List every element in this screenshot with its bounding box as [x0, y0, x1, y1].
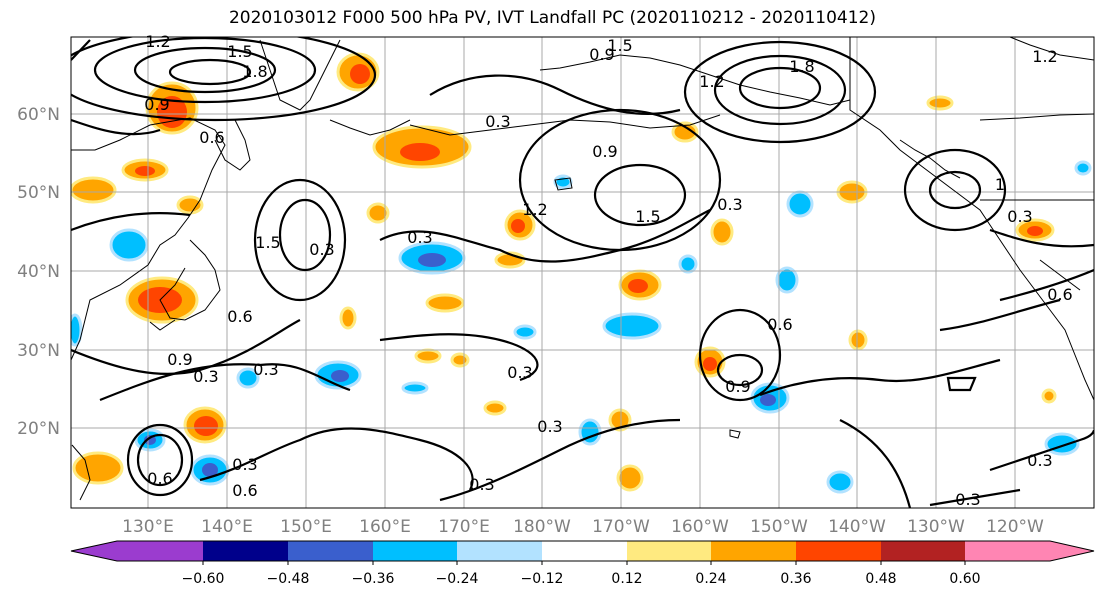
lat-label: 20°N — [17, 419, 60, 439]
lon-label: 180°W — [513, 517, 571, 537]
colorbar-segment — [627, 541, 711, 561]
contour-label: 0.6 — [1047, 285, 1072, 304]
lon-label: 150°E — [280, 517, 332, 537]
contour-label: 1.2 — [145, 32, 170, 51]
lat-label: 60°N — [17, 105, 60, 125]
colorbar-segment — [1050, 541, 1094, 561]
lon-label: 170°W — [592, 517, 650, 537]
longitude-labels: 130°E 140°E 150°E 160°E 170°E 180°W 170°… — [122, 517, 1044, 537]
colorbar-segment — [288, 541, 373, 561]
colorbar-segment — [117, 541, 203, 561]
contour-label: 0.3 — [717, 195, 742, 214]
contour-label: 0.6 — [232, 481, 257, 500]
lat-label: 40°N — [17, 262, 60, 282]
contour-label: 1 — [995, 175, 1005, 194]
contour-label: 1.8 — [242, 62, 267, 81]
lon-label: 160°W — [671, 517, 729, 537]
lon-label: 120°W — [986, 517, 1044, 537]
colorbar-tick-label: −0.60 — [182, 571, 225, 587]
colorbar-tick-label: 0.12 — [611, 571, 642, 587]
lon-label: 130°E — [122, 517, 174, 537]
colorbar-tick-label: −0.48 — [267, 571, 310, 587]
lon-label: 140°E — [201, 517, 253, 537]
contour-label: 0.3 — [1007, 207, 1032, 226]
contour-label: 1.8 — [789, 57, 814, 76]
ivt-anomaly-shading — [71, 52, 1092, 494]
colorbar-ticks — [202, 561, 966, 565]
map-frame — [70, 36, 1095, 509]
contour-labels: 1.2 1.5 1.8 0.9 0.6 0.3 1.8 1.5 1.2 0.9 … — [144, 32, 1072, 509]
pv-contours — [71, 37, 1094, 508]
colorbar-tick-label: −0.12 — [521, 571, 564, 587]
contour-label: 1.5 — [635, 207, 660, 226]
colorbar-segment — [965, 541, 1050, 561]
contour-label: 1.5 — [607, 36, 632, 55]
colorbar-segment — [457, 541, 542, 561]
contour-label: 0.6 — [227, 307, 252, 326]
contour-label: 0.3 — [309, 240, 334, 259]
contour-label: 0.3 — [507, 363, 532, 382]
colorbar-segment — [203, 541, 288, 561]
colorbar-segment — [881, 541, 965, 561]
contour-label: 0.9 — [144, 95, 169, 114]
lat-label: 50°N — [17, 183, 60, 203]
contour-label: 0.9 — [592, 142, 617, 161]
lon-label: 140°W — [828, 517, 886, 537]
contour-label: 0.3 — [232, 455, 257, 474]
lon-label: 130°W — [907, 517, 965, 537]
contour-label: 0.3 — [193, 367, 218, 386]
contour-label: 0.3 — [485, 112, 510, 131]
contour-label: 0.9 — [589, 45, 614, 64]
contour-label: 0.6 — [767, 315, 792, 334]
contour-label: 0.6 — [199, 128, 224, 147]
map-title: 2020103012 F000 500 hPa PV, IVT Landfall… — [228, 8, 876, 28]
contour-label: 1.2 — [1032, 47, 1057, 66]
contour-label: 1.5 — [255, 233, 280, 252]
contour-label: 0.3 — [407, 228, 432, 247]
contour-label: 0.3 — [253, 360, 278, 379]
contour-label: 1.5 — [227, 42, 252, 61]
contour-label: 0.3 — [469, 475, 494, 494]
colorbar-segment — [542, 541, 627, 561]
colorbar-labels: −0.60 −0.48 −0.36 −0.24 −0.12 0.12 0.24 … — [182, 571, 981, 587]
contour-label: 0.3 — [537, 417, 562, 436]
colorbar-tick-label: 0.48 — [865, 571, 896, 587]
colorbar-tick-label: 0.24 — [695, 571, 726, 587]
contour-label: 0.9 — [167, 350, 192, 369]
lon-label: 160°E — [359, 517, 411, 537]
contour-label: 0.9 — [725, 377, 750, 396]
graticule — [71, 37, 1094, 508]
colorbar: −0.60 −0.48 −0.36 −0.24 −0.12 0.12 0.24 … — [70, 540, 1095, 587]
lon-label: 150°W — [750, 517, 808, 537]
colorbar-segment — [796, 541, 881, 561]
lon-label: 170°E — [438, 517, 490, 537]
latitude-labels: 60°N 50°N 40°N 30°N 20°N — [17, 105, 60, 439]
contour-label: 1.2 — [699, 72, 724, 91]
contour-label: 0.3 — [955, 490, 980, 509]
colorbar-outline — [70, 540, 1095, 562]
lat-label: 30°N — [17, 341, 60, 361]
contour-label: 1.2 — [522, 200, 547, 219]
contour-label: 0.6 — [147, 469, 172, 488]
colorbar-tick-label: −0.36 — [352, 571, 395, 587]
colorbar-tick-label: 0.60 — [949, 571, 980, 587]
contour-label: 0.3 — [1027, 451, 1052, 470]
colorbar-tick-label: −0.24 — [436, 571, 479, 587]
colorbar-segment — [373, 541, 457, 561]
colorbar-segment — [711, 541, 796, 561]
colorbar-tick-label: 0.36 — [780, 571, 811, 587]
